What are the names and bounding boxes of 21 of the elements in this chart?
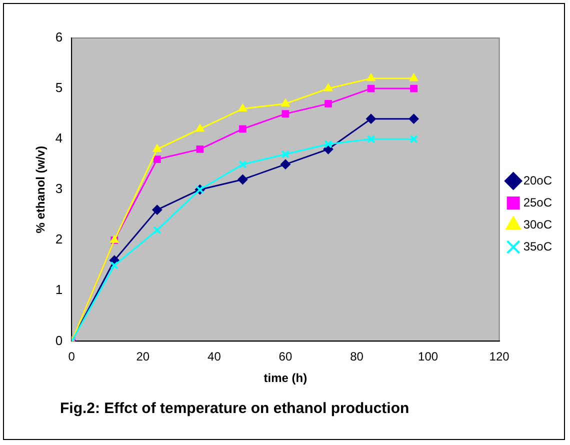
legend-label: 20oC	[523, 173, 552, 188]
x-tick-label: 40	[208, 350, 222, 364]
x-tick-label: 0	[68, 350, 76, 364]
x-axis-title: time (h)	[264, 371, 308, 386]
y-tick-label: 3	[55, 181, 63, 196]
x-tick-label: 60	[278, 350, 292, 364]
y-tick-label: 4	[55, 130, 63, 146]
x-tick-label: 100	[418, 350, 438, 364]
y-axis-title: % ethanol (w/v)	[34, 146, 48, 234]
legend-label: 35oC	[523, 239, 552, 254]
y-tick-label: 2	[55, 232, 63, 247]
caption: Fig.2: Effct of temperature on ethanol production	[60, 400, 410, 417]
y-tick-label: 6	[55, 30, 63, 45]
y-tick-label: 5	[55, 80, 63, 96]
x-tick-label: 120	[489, 350, 510, 364]
legend-label: 30oC	[523, 217, 552, 232]
y-tick-label: 1	[55, 282, 63, 298]
legend-label: 25oC	[523, 195, 552, 210]
x-tick-label: 20	[136, 350, 150, 364]
y-tick-label: 0	[55, 332, 63, 348]
x-tick-label: 80	[350, 350, 364, 364]
